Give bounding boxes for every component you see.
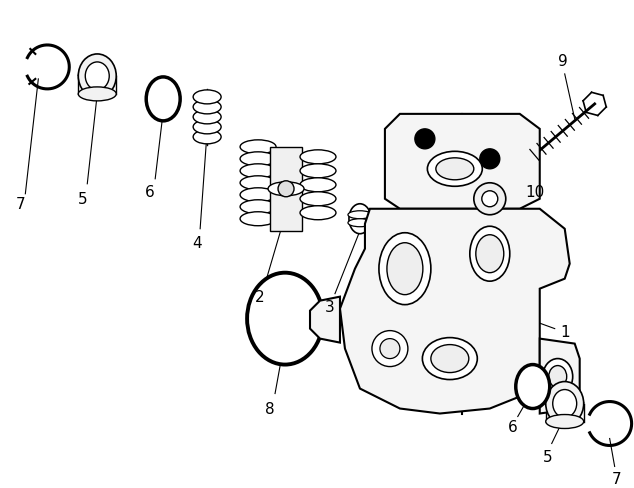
Ellipse shape [379, 233, 431, 305]
Polygon shape [540, 339, 579, 414]
Ellipse shape [300, 150, 336, 164]
Text: 3: 3 [325, 300, 335, 314]
Polygon shape [340, 209, 570, 414]
Ellipse shape [240, 201, 276, 214]
Ellipse shape [193, 101, 221, 115]
Ellipse shape [247, 273, 323, 365]
Polygon shape [270, 147, 302, 231]
Ellipse shape [543, 359, 573, 395]
Ellipse shape [553, 390, 577, 418]
Ellipse shape [300, 192, 336, 206]
Ellipse shape [427, 152, 482, 187]
Circle shape [480, 149, 500, 169]
Ellipse shape [240, 153, 276, 166]
Ellipse shape [78, 55, 116, 99]
Ellipse shape [193, 111, 221, 124]
Ellipse shape [516, 365, 550, 408]
Circle shape [482, 191, 498, 207]
Text: 6: 6 [508, 419, 517, 434]
Polygon shape [385, 115, 540, 209]
Ellipse shape [240, 164, 276, 179]
Ellipse shape [78, 88, 116, 102]
Ellipse shape [240, 188, 276, 203]
Text: 2: 2 [256, 289, 265, 305]
Text: 7: 7 [612, 471, 621, 486]
Text: 10: 10 [525, 185, 545, 200]
Ellipse shape [240, 177, 276, 190]
Ellipse shape [240, 212, 276, 226]
Circle shape [278, 182, 294, 197]
Ellipse shape [300, 179, 336, 192]
Ellipse shape [348, 219, 372, 227]
Polygon shape [310, 297, 340, 343]
Text: 5: 5 [543, 449, 553, 464]
Ellipse shape [476, 235, 504, 273]
Text: 9: 9 [558, 54, 567, 69]
Ellipse shape [436, 159, 474, 181]
Circle shape [380, 339, 400, 359]
Text: 6: 6 [145, 185, 155, 200]
Ellipse shape [549, 366, 567, 388]
Ellipse shape [300, 206, 336, 220]
Ellipse shape [546, 382, 584, 426]
Ellipse shape [470, 227, 510, 282]
Ellipse shape [349, 204, 371, 234]
Text: 5: 5 [77, 192, 87, 207]
Ellipse shape [193, 131, 221, 144]
Ellipse shape [146, 78, 180, 122]
Ellipse shape [348, 211, 372, 219]
Ellipse shape [268, 183, 304, 196]
Ellipse shape [300, 164, 336, 179]
Ellipse shape [85, 63, 109, 91]
Ellipse shape [240, 141, 276, 155]
Circle shape [415, 130, 435, 149]
Ellipse shape [422, 338, 477, 380]
Text: 7: 7 [16, 197, 25, 212]
Ellipse shape [193, 91, 221, 104]
Text: 8: 8 [265, 401, 275, 416]
Text: 4: 4 [192, 236, 202, 251]
Ellipse shape [193, 121, 221, 135]
Ellipse shape [431, 345, 469, 373]
Circle shape [372, 331, 408, 367]
Ellipse shape [387, 243, 423, 295]
Circle shape [474, 183, 506, 215]
Text: 1: 1 [560, 325, 569, 340]
Ellipse shape [546, 415, 584, 428]
